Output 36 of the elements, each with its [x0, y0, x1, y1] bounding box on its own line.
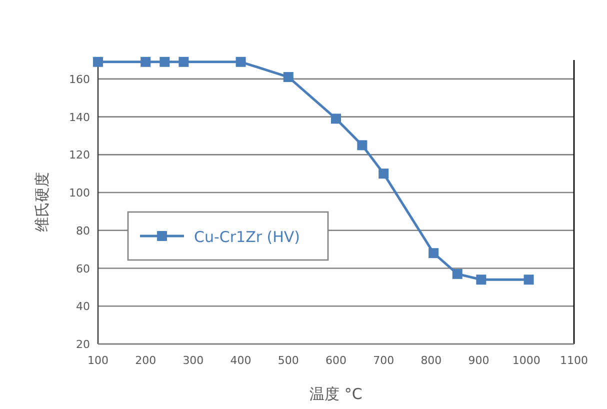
x-tick-label: 1100 [560, 354, 588, 367]
y-tick-label: 100 [69, 186, 90, 200]
y-tick-label: 120 [69, 148, 90, 162]
point [160, 56, 170, 67]
x-tick-label: 400 [230, 354, 252, 367]
point [378, 168, 389, 179]
y-tick-label: 160 [69, 72, 90, 86]
x-tick-label: 600 [326, 354, 346, 367]
point [452, 268, 462, 279]
legend-label: Cu-Cr1Zr (HV) [194, 228, 300, 246]
point [283, 72, 294, 82]
point [140, 56, 151, 67]
point [357, 140, 368, 150]
y-tick-label: 140 [69, 110, 90, 124]
y-axis-title: 维氏硬度 [33, 172, 51, 232]
x-tick-label: 100 [88, 354, 108, 367]
x-tick-label: 700 [373, 354, 394, 367]
point [331, 114, 341, 124]
x-tick-label: 500 [278, 354, 299, 367]
point [524, 274, 534, 285]
point [236, 56, 246, 67]
point [178, 56, 189, 67]
x-tick-label: 200 [135, 354, 156, 367]
legend: Cu-Cr1Zr (HV) [127, 211, 329, 261]
x-tick-label: 300 [182, 354, 204, 367]
point [476, 274, 486, 285]
y-tick-label: 20 [76, 338, 90, 351]
x-axis-title: 温度 °C [310, 385, 362, 403]
point [93, 56, 103, 67]
y-tick-label: 40 [76, 300, 90, 314]
y-tick-label: 60 [76, 262, 90, 276]
x-tick-label: 900 [468, 354, 490, 367]
x-tick-label: 1000 [512, 354, 540, 367]
point [428, 248, 439, 258]
y-tick-label: 80 [76, 224, 90, 238]
x-tick-label: 800 [420, 354, 442, 367]
